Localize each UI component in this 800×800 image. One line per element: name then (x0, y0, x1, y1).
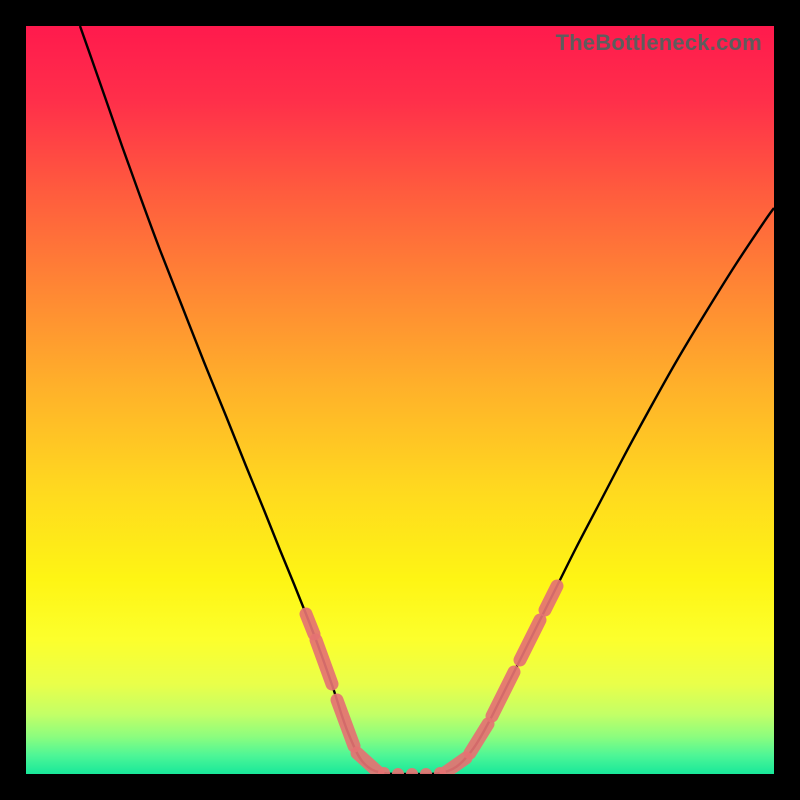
bead-overlay (306, 586, 557, 774)
bottleneck-curve (80, 26, 774, 774)
chart-frame: TheBottleneck.com (0, 0, 800, 800)
plot-area: TheBottleneck.com (26, 26, 774, 774)
curve-layer (26, 26, 774, 774)
